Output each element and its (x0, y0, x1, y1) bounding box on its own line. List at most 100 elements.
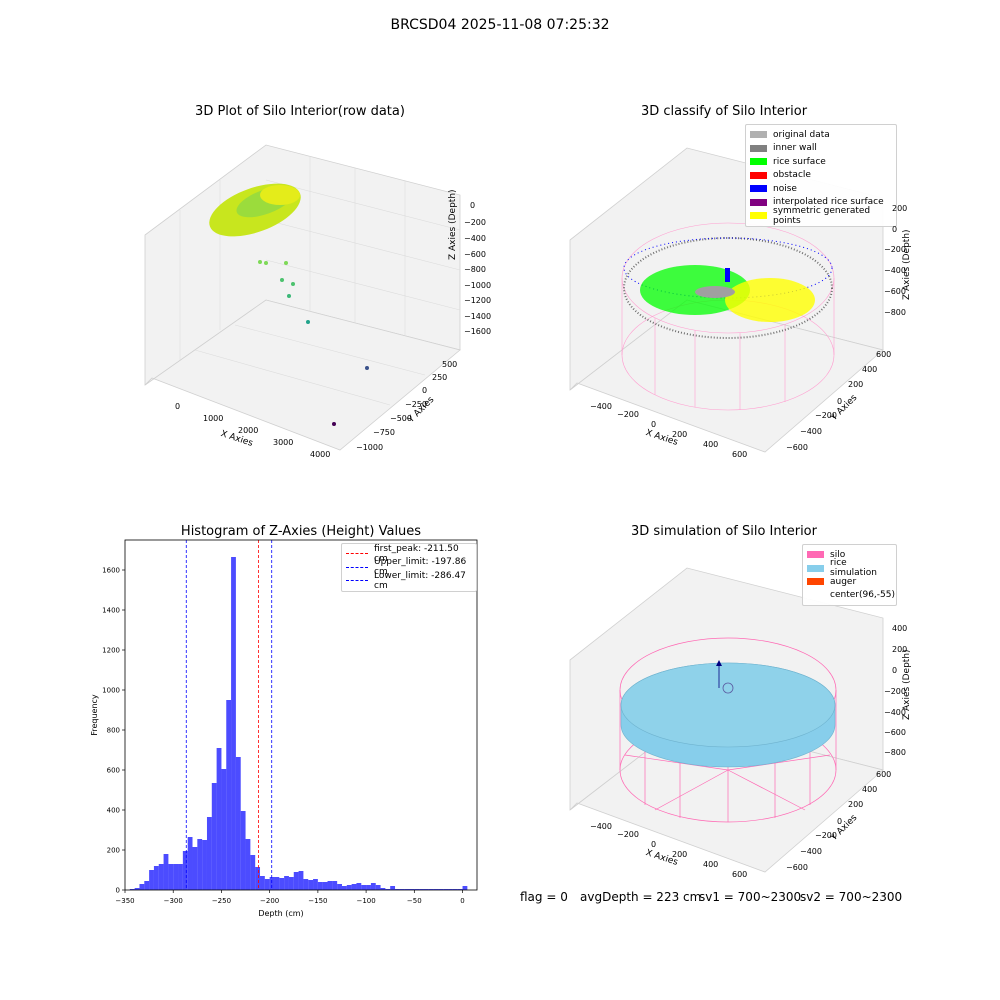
histogram-bar (433, 889, 439, 890)
simulation-ytick-3: 0 (837, 817, 843, 826)
raw-ytick-0: 500 (442, 360, 458, 369)
raw-ztick-7: −1400 (464, 312, 492, 321)
legend-item: rice simulation (807, 558, 890, 578)
histogram-bar (284, 876, 289, 890)
classify-legend: original data inner wall rice surface ob… (745, 124, 897, 227)
raw-xtick-1: 1000 (203, 414, 224, 423)
legend-swatch (750, 171, 767, 179)
classify-ytick-4: −200 (815, 411, 837, 420)
histogram-bar (428, 889, 434, 890)
simulation-ytick-6: −600 (786, 863, 808, 872)
legend-item: interpolated rice surface (750, 196, 890, 210)
legend-label: first_peak: -211.50 cm (374, 543, 459, 564)
histogram-xlabel: Depth (cm) (258, 909, 303, 918)
simulation-ytick-0: 600 (876, 770, 892, 779)
simulation-xtick-0: −400 (590, 822, 612, 831)
histogram-bar (414, 889, 420, 890)
legend-item: Upper_limit: -197.86 cm (346, 557, 470, 577)
raw-xtick-4: 4000 (310, 450, 331, 459)
histogram-bar (250, 855, 256, 890)
histogram-bar (313, 879, 318, 890)
histogram-xtick-label: −100 (356, 897, 375, 905)
legend-line (346, 580, 368, 582)
raw-panel-title: 3D Plot of Silo Interior(row data) (195, 104, 405, 119)
histogram-bar (269, 877, 275, 890)
simulation-ytick-1: 400 (862, 785, 878, 794)
histogram-bar (216, 748, 222, 890)
histogram-bar (279, 878, 285, 890)
histogram-bar (452, 889, 458, 890)
histogram-bar (245, 839, 251, 890)
legend-item: symmetric generated points (750, 206, 890, 226)
classify-ztick-2: −200 (884, 245, 906, 254)
histogram-bar (129, 889, 135, 890)
raw-ztick-1: −200 (464, 218, 486, 227)
histogram-ytick-label: 0 (116, 887, 120, 895)
legend-label: original data (773, 129, 830, 140)
histogram-xtick-label: −250 (212, 897, 231, 905)
legend-item: center(96,-55) (807, 589, 895, 603)
histogram-bar (288, 877, 294, 890)
footer-sv1: sv1 = 700~2300 (699, 890, 802, 904)
histogram-xtick-label: −50 (407, 897, 422, 905)
legend-swatch (750, 131, 767, 139)
histogram-xtick-label: −300 (164, 897, 183, 905)
legend-label: rice simulation (830, 558, 877, 579)
simulation-ytick-2: 200 (848, 800, 864, 809)
histogram-ytick-label: 1400 (102, 607, 120, 615)
histogram-bar (260, 876, 265, 890)
histogram-bar (438, 889, 444, 890)
histogram-xtick-label: −350 (115, 897, 134, 905)
classify-zlabel: Z Axies (Depth) (902, 229, 912, 300)
legend-label: Upper_limit: -197.86 cm (374, 557, 467, 578)
histogram-ytick-label: 200 (107, 847, 120, 855)
histogram-bar (182, 851, 188, 890)
simulation-xtick-3: 200 (672, 850, 688, 859)
histogram-legend: first_peak: -211.50 cm Upper_limit: -197… (341, 543, 477, 592)
histogram-bar (390, 886, 396, 890)
legend-item: obstacle (750, 169, 890, 183)
histogram-bar (462, 886, 468, 890)
raw-ztick-2: −400 (464, 234, 486, 243)
histogram-bar (399, 889, 405, 890)
histogram-bar (419, 889, 424, 890)
simulation-ytick-4: −200 (815, 831, 837, 840)
footer-flag: flag = 0 (520, 890, 568, 904)
simulation-ytick-5: −400 (800, 847, 822, 856)
histogram-bar (163, 854, 169, 890)
simulation-xtick-1: −200 (617, 830, 639, 839)
histogram-bar (173, 864, 179, 890)
classify-ztick-5: −800 (884, 308, 906, 317)
simulation-ztick-6: −800 (884, 748, 906, 757)
histogram-bar (317, 882, 323, 890)
legend-line (346, 553, 368, 555)
histogram-bar (192, 847, 198, 890)
histogram-bar (235, 757, 241, 890)
histogram-ytick-label: 400 (107, 807, 120, 815)
legend-swatch (750, 158, 767, 166)
simulation-ztick-3: −200 (884, 687, 906, 696)
raw-xtick-0: 0 (175, 402, 181, 411)
histogram-bar (375, 885, 381, 890)
classify-xtick-1: −200 (617, 410, 639, 419)
histogram-bar (385, 889, 391, 890)
legend-label: silo (830, 549, 846, 560)
raw-ytick-1: 250 (432, 373, 448, 382)
histogram-ylabel: Frequency (90, 694, 99, 736)
histogram-bar (346, 885, 352, 890)
histogram-bar (443, 889, 449, 890)
histogram-bar (187, 837, 193, 890)
raw-ytick-6: −1000 (356, 443, 384, 452)
histogram-bar (149, 870, 154, 890)
legend-line (346, 566, 368, 568)
raw-3d-plot (144, 144, 461, 451)
legend-label: rice surface (773, 156, 826, 167)
raw-ytick-5: −750 (373, 428, 395, 437)
classify-ztick-0: 200 (892, 204, 908, 213)
legend-label: auger (830, 576, 857, 587)
raw-ztick-0: 0 (470, 201, 476, 210)
legend-swatch (750, 185, 767, 193)
classify-ytick-2: 200 (848, 380, 864, 389)
histogram-bar (197, 839, 203, 890)
histogram-bar (448, 889, 453, 890)
